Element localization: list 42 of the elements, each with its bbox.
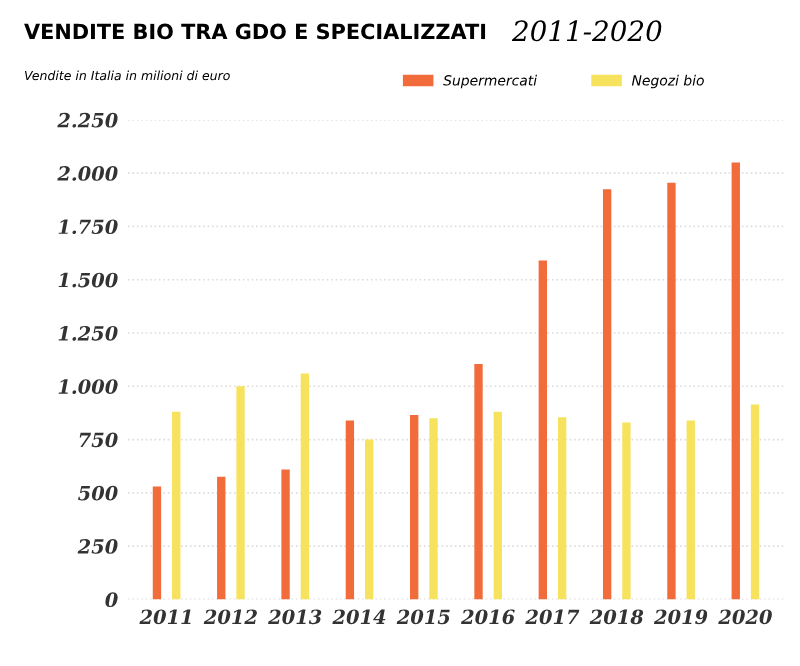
y-tick-label: 2.250 [57, 112, 118, 128]
bar [622, 422, 631, 600]
x-tick-label: 2020 [718, 609, 772, 625]
x-tick-label: 2018 [589, 609, 644, 625]
y-tick-label: 1.000 [58, 379, 118, 394]
bar [300, 373, 310, 600]
bar [410, 415, 419, 600]
bar [281, 469, 290, 600]
y-tick-label: 1.750 [58, 219, 118, 235]
chart-title: VENDITE BIO TRA GDO E SPECIALIZZATI [24, 23, 486, 40]
bar [602, 189, 612, 600]
bar [538, 260, 547, 600]
x-tick-label: 2012 [203, 609, 257, 625]
x-tick-label: 2011 [139, 609, 191, 625]
bar [493, 411, 502, 600]
y-tick-label: 250 [77, 539, 118, 554]
y-tick-label: 2.000 [57, 166, 118, 181]
bar [172, 411, 181, 600]
bar [557, 417, 567, 600]
y-tick-label: 750 [79, 432, 118, 448]
bar [365, 439, 374, 600]
x-tick-label: 2014 [332, 609, 386, 625]
x-tick-label: 2015 [396, 609, 450, 625]
x-tick-label: 2013 [268, 609, 322, 625]
bar [667, 182, 676, 600]
bar [429, 418, 438, 600]
bar [731, 162, 740, 600]
x-tick-label: 2019 [653, 609, 708, 625]
y-tick-label: 500 [78, 485, 118, 501]
bar [152, 486, 162, 600]
y-tick-label: 0 [105, 592, 118, 608]
bar [686, 420, 695, 600]
bar [345, 420, 355, 600]
bar [750, 404, 760, 600]
bar [217, 476, 226, 600]
bar [474, 363, 483, 600]
x-tick-label: 2017 [525, 609, 580, 625]
chart-subtitle: 2011-2020 [511, 20, 662, 42]
y-tick-label: 1.500 [58, 272, 118, 288]
y-tick-label: 1.250 [58, 325, 118, 341]
x-tick-label: 2016 [461, 609, 515, 625]
bar [236, 386, 245, 600]
